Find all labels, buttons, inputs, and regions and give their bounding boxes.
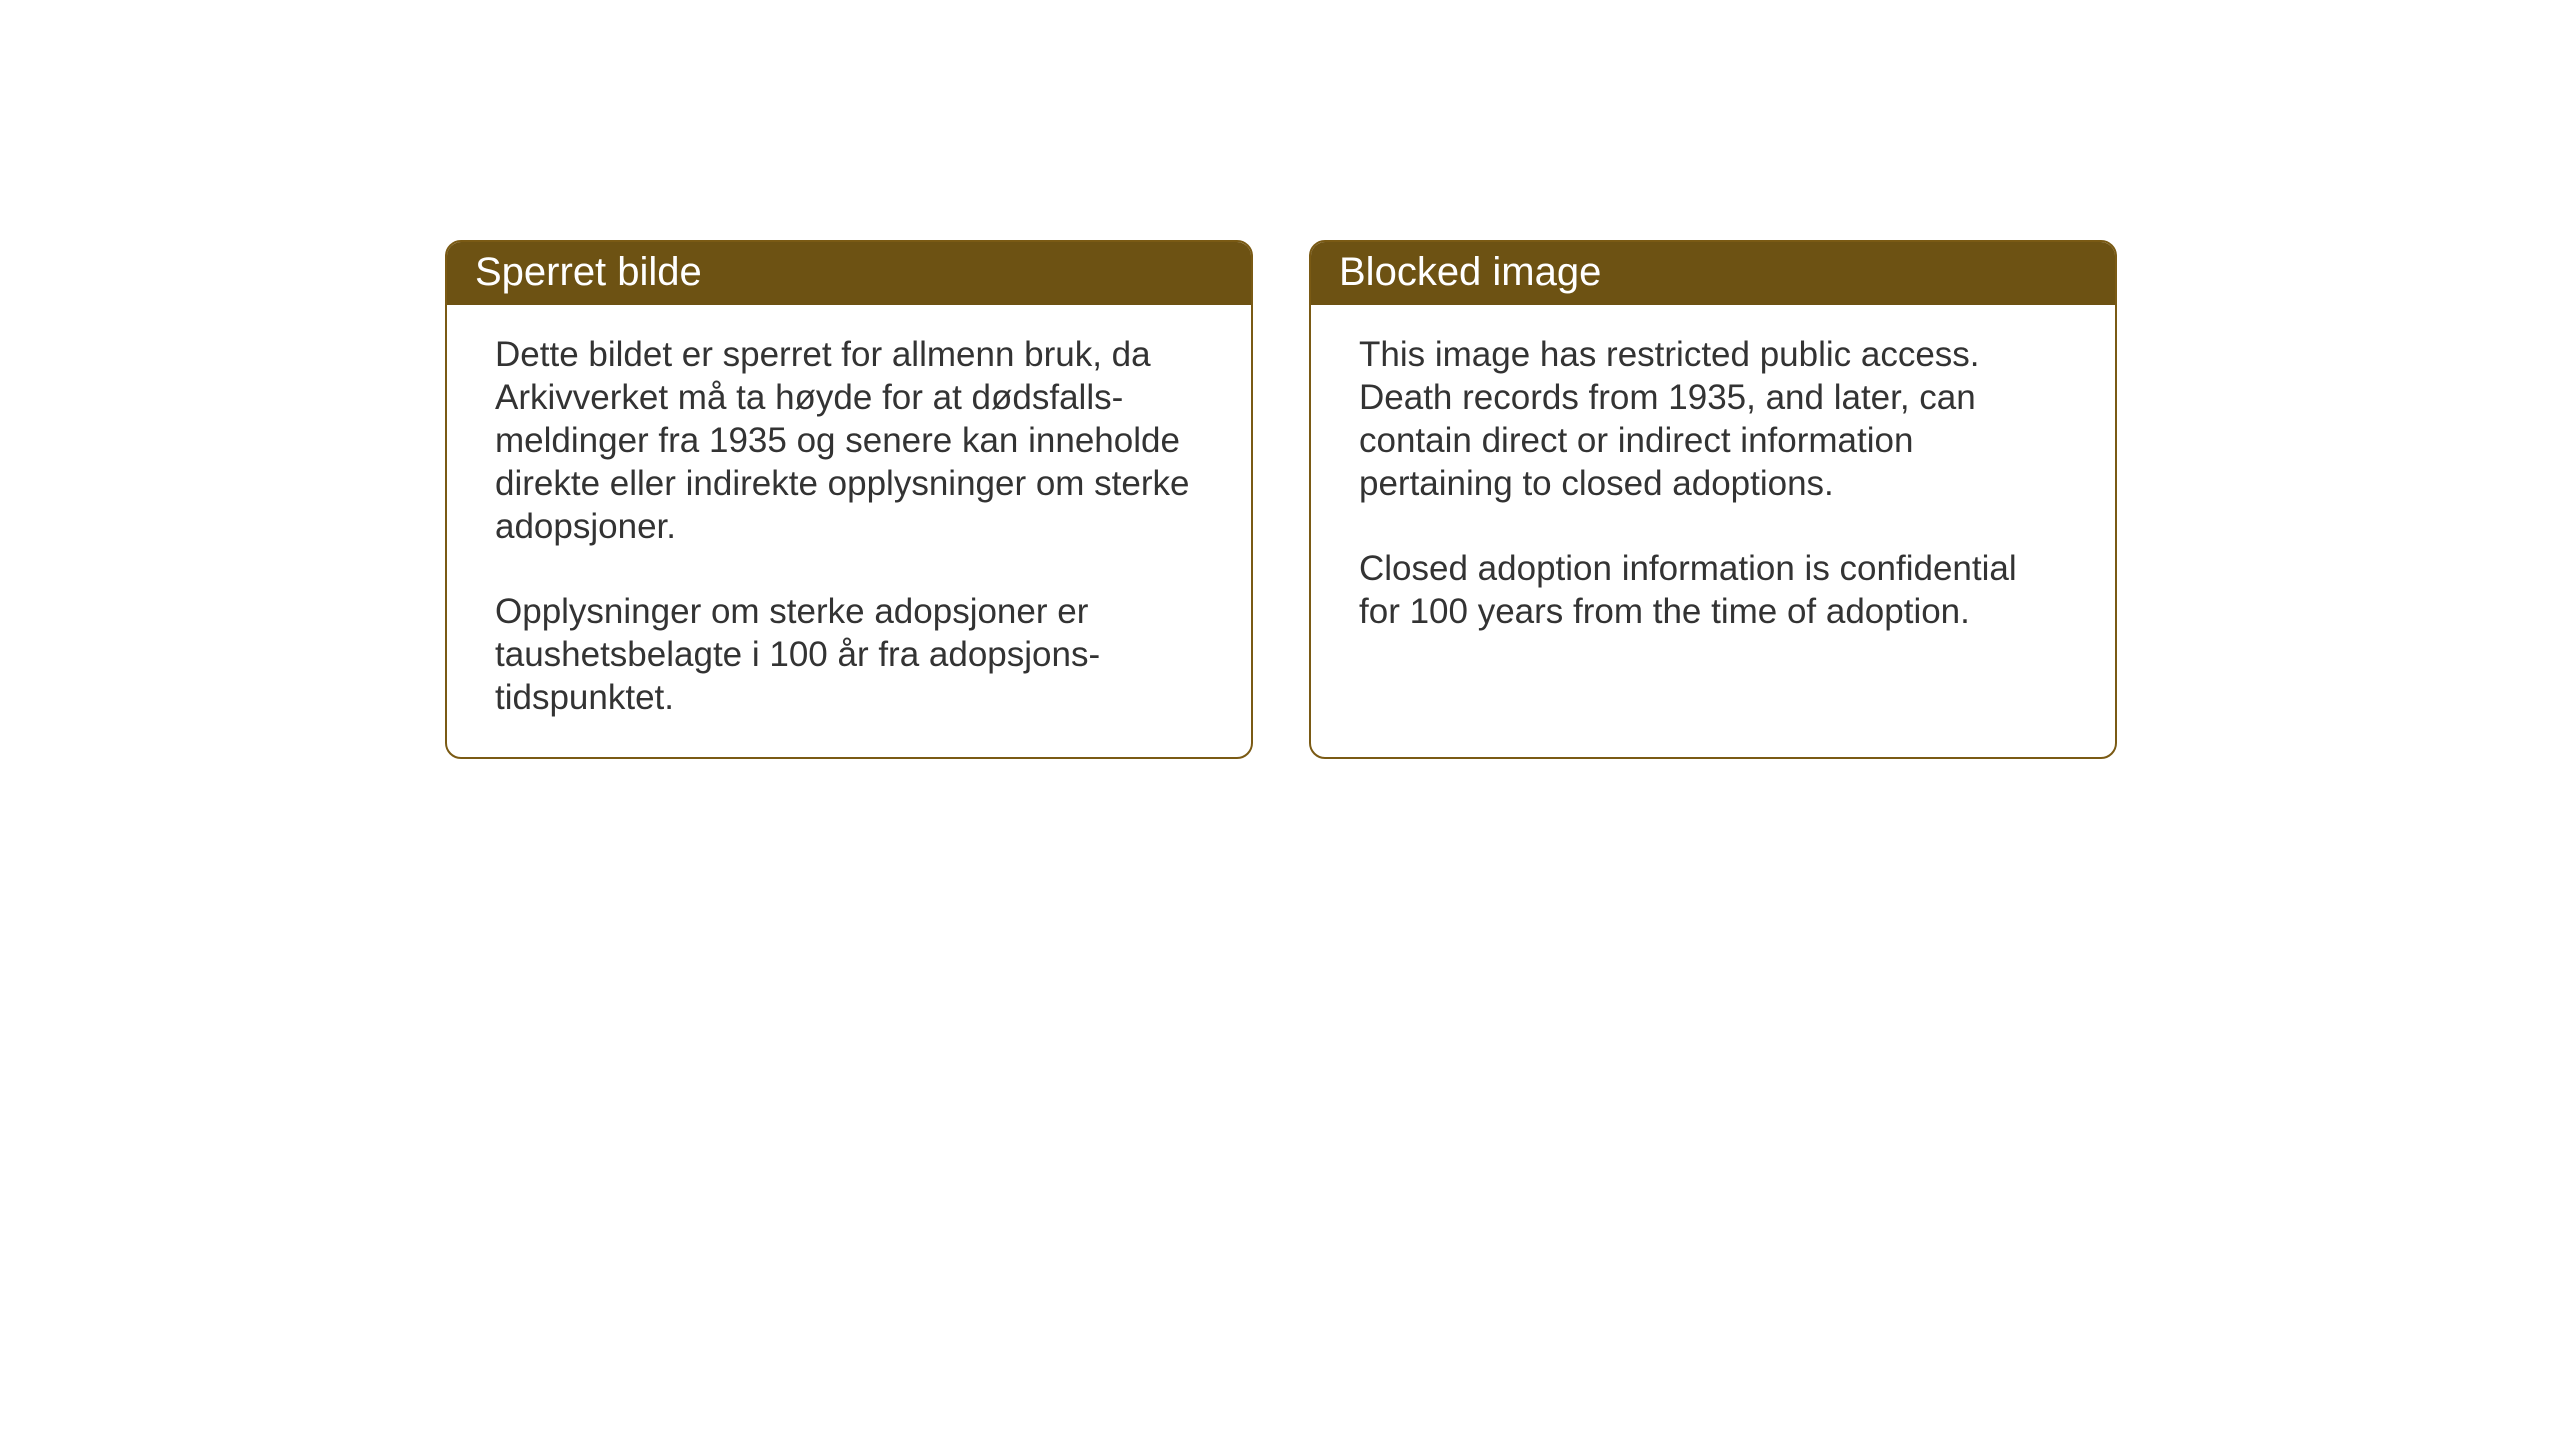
notice-container: Sperret bilde Dette bildet er sperret fo… <box>445 240 2117 759</box>
notice-paragraph-2-norwegian: Opplysninger om sterke adopsjoner er tau… <box>495 590 1203 719</box>
notice-body-english: This image has restricted public access.… <box>1311 305 2115 747</box>
notice-header-english: Blocked image <box>1311 242 2115 305</box>
notice-paragraph-1-english: This image has restricted public access.… <box>1359 333 2067 505</box>
notice-header-norwegian: Sperret bilde <box>447 242 1251 305</box>
notice-card-english: Blocked image This image has restricted … <box>1309 240 2117 759</box>
notice-card-norwegian: Sperret bilde Dette bildet er sperret fo… <box>445 240 1253 759</box>
notice-body-norwegian: Dette bildet er sperret for allmenn bruk… <box>447 305 1251 757</box>
notice-paragraph-2-english: Closed adoption information is confident… <box>1359 547 2067 633</box>
notice-paragraph-1-norwegian: Dette bildet er sperret for allmenn bruk… <box>495 333 1203 548</box>
